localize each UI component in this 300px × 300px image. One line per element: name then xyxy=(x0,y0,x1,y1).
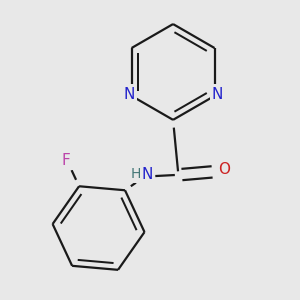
Text: N: N xyxy=(212,87,223,102)
Text: O: O xyxy=(218,162,230,177)
Text: F: F xyxy=(62,153,70,168)
Text: N: N xyxy=(123,87,134,102)
Text: N: N xyxy=(142,167,153,182)
Text: H: H xyxy=(130,167,141,181)
